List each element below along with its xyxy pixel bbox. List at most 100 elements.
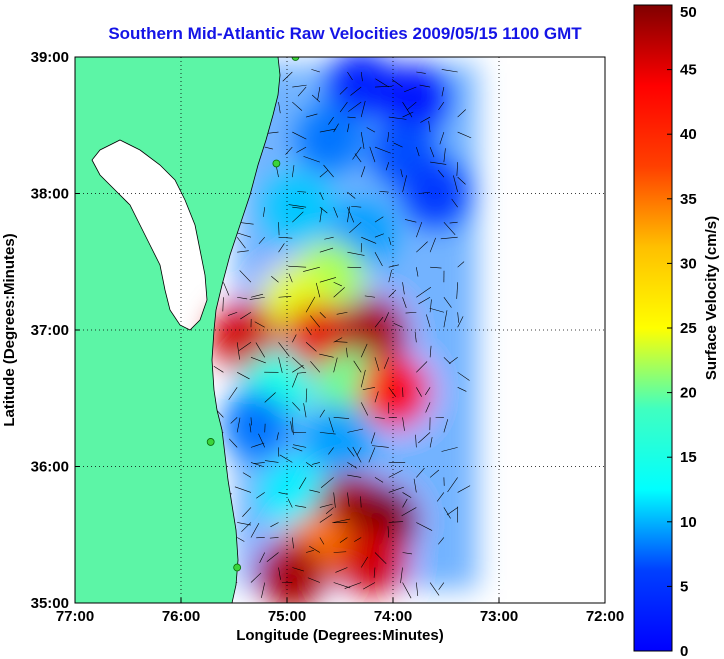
grid-lines	[75, 57, 605, 603]
velocity-arrow	[293, 444, 307, 448]
velocity-arrow	[319, 128, 337, 133]
velocity-cell	[306, 405, 374, 474]
velocity-arrow	[339, 101, 348, 113]
velocity-arrow	[292, 447, 303, 452]
velocity-arrow	[303, 156, 320, 163]
velocity-arrow	[374, 85, 393, 88]
colorbar-tick-label: 20	[680, 385, 697, 402]
velocity-arrow	[239, 270, 252, 283]
velocity-arrow	[270, 522, 279, 528]
velocity-arrow	[333, 417, 350, 419]
velocity-arrow	[416, 241, 428, 253]
velocity-arrow	[319, 192, 324, 201]
velocity-arrow	[258, 236, 265, 245]
velocity-arrow	[440, 236, 458, 240]
velocity-arrow	[375, 78, 389, 88]
velocity-arrow	[362, 387, 376, 391]
velocity-arrow	[278, 101, 281, 114]
velocity-arrow	[430, 161, 447, 165]
colorbar-tick-label: 45	[680, 62, 697, 79]
velocity-arrow	[317, 86, 321, 101]
velocity-arrow	[429, 299, 432, 313]
velocity-arrow	[311, 69, 320, 73]
velocity-arrow	[319, 353, 334, 358]
colorbar-tick-label: 10	[680, 514, 697, 531]
velocity-arrow	[401, 507, 417, 517]
velocity-arrow	[292, 372, 299, 388]
velocity-arrow	[443, 148, 446, 163]
velocity-arrow	[292, 131, 307, 140]
velocity-arrow	[388, 264, 399, 268]
x-tick-label: 72:00	[586, 608, 624, 625]
velocity-arrow	[416, 467, 425, 478]
velocity-cell	[359, 357, 427, 426]
velocity-arrow	[278, 357, 283, 373]
velocity-arrow	[419, 84, 431, 88]
velocity-arrow	[319, 170, 329, 178]
velocity-arrow	[290, 421, 293, 433]
colorbar-tick-label: 30	[680, 255, 697, 272]
velocity-arrow	[438, 101, 445, 111]
velocity-arrow	[328, 116, 334, 125]
velocity-arrow	[374, 357, 380, 371]
velocity-arrow	[402, 111, 414, 118]
velocity-arrow	[292, 206, 304, 209]
velocity-arrow	[292, 334, 297, 343]
y-tick-label: 38:00	[31, 186, 69, 203]
velocity-arrow	[344, 582, 362, 589]
velocity-arrow	[347, 428, 364, 433]
velocity-arrow	[263, 207, 266, 217]
velocity-arrow	[253, 462, 265, 464]
velocity-arrow	[391, 79, 403, 88]
velocity-arrow	[360, 132, 365, 149]
velocity-arrow	[374, 552, 387, 564]
velocity-arrow	[254, 321, 265, 328]
velocity-arrow	[413, 478, 417, 493]
velocity-arrow	[429, 307, 444, 313]
velocity-arrow	[425, 402, 431, 413]
velocity-arrow	[319, 247, 334, 253]
velocity-arrow	[388, 486, 404, 493]
velocity-arrow	[349, 221, 362, 234]
colorbar-ticks: 0 5 10 15 20 25 30 35 40 45 50	[667, 4, 697, 659]
velocity-arrow	[351, 205, 362, 208]
velocity-arrow	[347, 492, 350, 507]
velocity-arrow	[353, 360, 362, 373]
velocity-arrow	[350, 86, 362, 96]
velocity-arrow	[364, 295, 376, 298]
velocity-arrow	[451, 198, 458, 208]
velocity-arrow	[213, 366, 224, 373]
velocity-arrow	[405, 311, 417, 314]
y-tick-label: 35:00	[31, 595, 69, 612]
velocity-arrow	[266, 552, 279, 562]
velocity-arrow	[250, 357, 266, 364]
velocity-cell	[337, 298, 406, 367]
velocity-arrow	[441, 447, 458, 452]
velocity-arrow	[236, 342, 240, 360]
velocity-cell	[258, 541, 327, 603]
velocity-arrow	[443, 297, 452, 308]
velocity-arrow	[269, 537, 279, 539]
velocity-arrow	[429, 469, 440, 478]
velocity-arrow	[305, 388, 308, 403]
velocity-arrow	[366, 127, 376, 133]
velocity-arrow	[319, 432, 336, 435]
velocity-arrow	[402, 175, 407, 193]
velocity-arrow	[292, 84, 307, 88]
velocity-arrow	[388, 469, 403, 478]
velocity-arrow	[370, 432, 376, 444]
chart-title: Southern Mid-Atlantic Raw Velocities 200…	[108, 24, 582, 43]
velocity-arrow	[369, 146, 376, 163]
velocity-arrow	[446, 507, 458, 516]
velocity-arrow	[457, 176, 466, 185]
velocity-arrow	[448, 357, 458, 364]
velocity-arrow	[236, 417, 241, 433]
velocity-arrow	[261, 582, 266, 599]
velocity-arrow	[250, 572, 262, 583]
velocity-arrow	[347, 474, 362, 478]
velocity-arrow	[237, 296, 248, 300]
velocity-arrow	[393, 142, 403, 148]
velocity-arrow	[228, 438, 238, 448]
velocity-arrow	[404, 219, 417, 223]
velocity-arrow	[259, 552, 266, 563]
